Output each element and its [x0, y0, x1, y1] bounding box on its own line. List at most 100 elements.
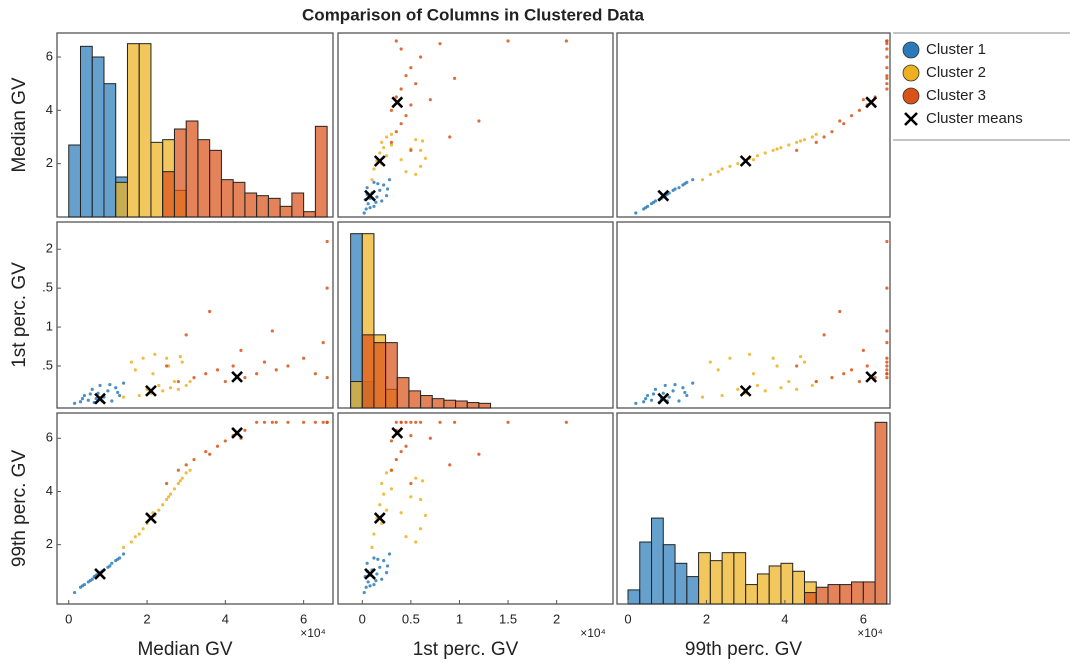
scatter-point — [700, 395, 705, 399]
scatter-point — [736, 387, 740, 391]
histogram-bar — [68, 144, 81, 218]
legend-marker — [904, 112, 918, 126]
histogram-bar — [79, 45, 93, 218]
scatter-point — [231, 364, 235, 368]
histogram-bar — [874, 421, 888, 605]
scatter-point — [775, 147, 779, 151]
scatter-point — [389, 132, 394, 136]
scatter-point — [683, 390, 687, 395]
scatter-point — [673, 187, 677, 191]
scatter-point — [380, 140, 384, 144]
scatter-point — [116, 557, 120, 561]
scatter-point — [404, 170, 408, 174]
scatter-point — [716, 170, 720, 174]
scatter-point — [375, 195, 379, 199]
scatter-point — [795, 148, 799, 152]
scatter-point — [728, 164, 732, 168]
scatter-point — [477, 119, 481, 123]
histogram-bar — [303, 211, 316, 218]
scatter-point — [382, 492, 386, 496]
scatter-point — [885, 55, 889, 59]
scatter-point — [506, 420, 510, 424]
scatter-point — [262, 420, 267, 424]
histogram-bar — [827, 584, 841, 605]
scatter-point — [861, 348, 865, 353]
scatter-point — [814, 132, 818, 136]
scatter-point — [651, 392, 656, 396]
y-tick-label: .5 — [42, 280, 53, 295]
x-tick-label: 0 — [65, 611, 72, 626]
scatter-point — [885, 76, 889, 80]
scatter-point — [885, 42, 889, 46]
scatter-point — [223, 379, 227, 384]
y-axis-label: Median GV — [9, 77, 30, 172]
scatter-point — [88, 392, 92, 396]
axis-exponent: ×10⁴ — [580, 626, 606, 640]
scatter-point — [133, 368, 137, 372]
x-tick-label: 2 — [553, 611, 560, 626]
histogram-bar — [126, 43, 140, 218]
scatter-point — [157, 508, 161, 512]
histogram-bar — [244, 192, 258, 218]
scatter-point — [382, 559, 386, 563]
scatter-point — [86, 398, 90, 402]
histogram-bar — [780, 562, 794, 605]
histogram-bar — [373, 342, 387, 409]
scatter-point — [204, 372, 208, 376]
scatter-point — [414, 172, 418, 176]
scatter-point — [274, 368, 278, 372]
scatter-point — [121, 552, 126, 556]
scatter-point — [418, 420, 423, 424]
scatter-point — [779, 386, 783, 390]
cluster-mean — [373, 512, 386, 524]
histogram-bar — [209, 149, 222, 218]
scatter-point — [404, 535, 408, 539]
scatter-point — [414, 138, 418, 142]
scatter-point — [372, 556, 376, 560]
scatter-point — [73, 590, 77, 595]
scatter-point — [98, 383, 102, 388]
y-tick-label: 4 — [46, 483, 53, 498]
scatter-point — [885, 376, 889, 380]
scatter-point — [80, 584, 85, 588]
scatter-point — [830, 376, 834, 380]
scatter-point — [129, 540, 133, 544]
histogram-bar — [185, 120, 199, 218]
cluster-mean — [364, 189, 376, 202]
scatter-point — [368, 206, 372, 210]
scatter-point — [814, 379, 818, 384]
y-tick-label: 6 — [46, 48, 53, 63]
scatter-point — [121, 395, 126, 399]
scatter-point — [88, 578, 92, 583]
histogram-bar — [815, 586, 829, 605]
scatter-point — [192, 457, 196, 462]
scatter-point — [394, 95, 398, 99]
scatter-point — [378, 151, 382, 155]
scatter-point — [188, 379, 192, 384]
scatter-point — [810, 135, 814, 139]
x-tick-label: 4 — [222, 611, 229, 626]
scatter-point — [787, 143, 791, 147]
histogram-bar — [839, 584, 853, 605]
scatter-point — [129, 360, 133, 364]
scatter-point — [885, 39, 889, 43]
scatter-point — [286, 364, 290, 368]
axis-exponent: ×10⁴ — [300, 626, 326, 640]
scatter-point — [80, 397, 85, 401]
histogram-bar — [455, 400, 468, 409]
scatter-point — [394, 420, 398, 424]
cluster-mean — [231, 427, 244, 439]
scatter-point — [215, 368, 220, 372]
scatter-point — [364, 207, 368, 211]
scatter-point — [418, 148, 423, 152]
scatter-point — [747, 352, 752, 356]
histogram-bar — [291, 192, 305, 218]
scatter-point — [168, 386, 173, 390]
cluster-mean — [739, 384, 752, 397]
scatter-point — [243, 376, 247, 380]
scatter-point — [325, 376, 329, 380]
scatter-point — [787, 379, 791, 384]
scatter-point — [418, 164, 423, 168]
scatter-point — [362, 211, 366, 215]
scatter-point — [708, 360, 712, 364]
